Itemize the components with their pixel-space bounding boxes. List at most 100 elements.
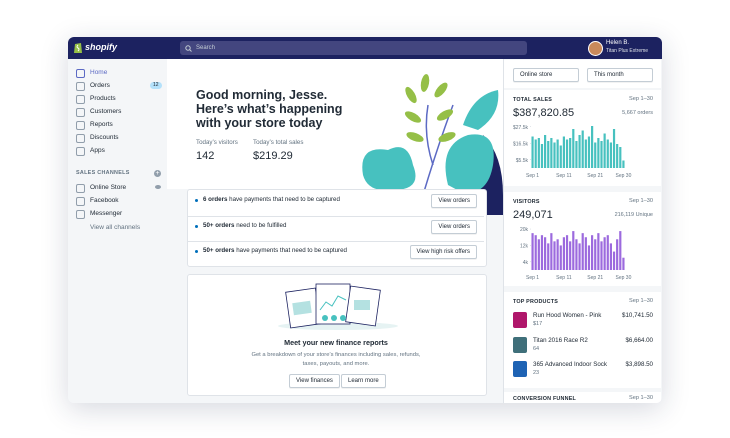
view-finances-button[interactable]: View finances	[289, 374, 340, 388]
learn-more-button[interactable]: Learn more	[341, 374, 386, 388]
sales-amount: $219.29	[253, 150, 293, 162]
bar	[616, 144, 619, 168]
view-all-channels[interactable]: View all channels	[90, 224, 141, 231]
store-name: Titan Plus Extreme	[606, 48, 649, 54]
bar	[603, 133, 606, 168]
panel-period: Sep 1–30	[629, 395, 653, 401]
bar	[534, 235, 537, 270]
visitors-chart: 4k 12k 20k Sep 1 Sep 11 Sep 21 Sep 30	[520, 227, 632, 281]
bar	[581, 233, 584, 270]
bar	[594, 142, 597, 168]
task-desc: have payments that need to be captured	[236, 247, 347, 254]
bar	[572, 231, 575, 270]
bar	[569, 138, 572, 168]
task-button[interactable]: View orders	[431, 219, 477, 234]
product-sub: 23	[533, 370, 540, 376]
nav-item[interactable]: Apps	[90, 147, 105, 154]
nav-item[interactable]: Products	[90, 95, 116, 102]
channel-select[interactable]: Online store	[513, 68, 579, 82]
bar	[600, 241, 603, 270]
product-name[interactable]: 365 Advanced Indoor Sock	[533, 361, 607, 368]
channel-icon	[76, 210, 85, 219]
nav-icon	[76, 69, 85, 78]
avatar[interactable]	[588, 41, 603, 56]
task-button[interactable]: View high risk offers	[409, 245, 477, 259]
bar	[550, 138, 553, 168]
bar	[622, 257, 625, 270]
task-text: 6 orders have payments that need to be c…	[203, 196, 340, 204]
channel-item[interactable]: Online Store	[90, 184, 127, 191]
x-tick-label: Sep 30	[616, 173, 632, 179]
bar	[537, 138, 540, 168]
y-tick-label: $27.5k	[513, 125, 529, 131]
period-select[interactable]: This month	[587, 68, 653, 82]
bar	[556, 139, 559, 168]
bar	[565, 139, 569, 168]
conversion-panel	[504, 392, 661, 403]
panel-title: CONVERSION FUNNEL	[513, 396, 576, 402]
bar	[606, 139, 609, 168]
nav-icon	[76, 121, 85, 130]
view-eye[interactable]	[155, 185, 161, 189]
task-text: 50+ orders have payments that need to be…	[203, 247, 347, 255]
task-desc: have payments that need to be captured	[229, 196, 340, 203]
greeting-line: Here’s what’s happening	[196, 102, 343, 116]
y-tick-label: 20k	[520, 227, 529, 233]
bar	[612, 129, 616, 168]
bar	[540, 144, 544, 168]
y-tick-label: $16.5k	[513, 141, 529, 147]
nav-icon	[76, 134, 85, 143]
greeting-line: with your store today	[196, 116, 323, 130]
task-text: 50+ orders need to be fulfilled	[203, 222, 286, 230]
bar	[584, 237, 587, 270]
bar	[609, 243, 612, 270]
product-image	[513, 361, 527, 377]
orders-count: 5,667 orders	[622, 110, 653, 116]
channel-item[interactable]: Facebook	[90, 197, 119, 204]
product-total: $10,741.50	[622, 312, 653, 319]
brand[interactable]: shopify	[85, 42, 118, 52]
x-tick-label: Sep 1	[526, 173, 539, 179]
channel-item[interactable]: Messenger	[90, 210, 123, 217]
bar	[556, 239, 559, 270]
x-tick-label: Sep 11	[556, 173, 572, 179]
search-box[interactable]: Search	[180, 41, 527, 55]
add-channel[interactable]: +	[154, 170, 161, 177]
bar	[537, 239, 540, 270]
bar	[553, 241, 556, 270]
product-name[interactable]: Titan 2016 Race R2	[533, 336, 588, 344]
bar	[544, 237, 547, 270]
visitors-count: 142	[196, 150, 215, 162]
bar	[581, 130, 584, 168]
bar	[619, 147, 622, 168]
product-name[interactable]: Run Hood Women - Pink	[533, 312, 602, 319]
bar	[559, 245, 562, 270]
nav-item[interactable]: Customers	[90, 108, 122, 115]
bar	[597, 233, 600, 270]
panel-period: Sep 1–30	[629, 96, 653, 102]
finance-illustration	[278, 283, 398, 330]
channel-icon	[76, 197, 85, 206]
visitors-label: Today’s visitors	[196, 139, 238, 146]
bar	[547, 243, 550, 270]
bar	[587, 245, 591, 270]
bar	[578, 135, 581, 168]
task-button[interactable]: View orders	[431, 194, 477, 208]
divider	[188, 215, 484, 217]
x-tick-label: Sep 1	[526, 275, 539, 281]
nav-item[interactable]: Home	[90, 69, 108, 76]
search-icon	[185, 45, 192, 52]
nav-icon	[76, 108, 85, 117]
bar	[572, 129, 575, 168]
bar	[531, 233, 534, 270]
product-sub: $17	[533, 321, 543, 327]
sales-chart: $5.5k $16.5k $27.5k Sep 1 Sep 11 Sep 21 Sep 30	[513, 125, 632, 179]
panel-title: TOTAL SALES	[513, 97, 553, 103]
product-total: $6,664.00	[625, 336, 653, 344]
panel-period: Sep 1–30	[629, 298, 653, 304]
bar	[550, 233, 553, 270]
nav-item[interactable]: Reports	[90, 121, 113, 128]
nav-item[interactable]: Discounts	[90, 134, 119, 141]
nav-item[interactable]: Orders	[90, 82, 110, 89]
